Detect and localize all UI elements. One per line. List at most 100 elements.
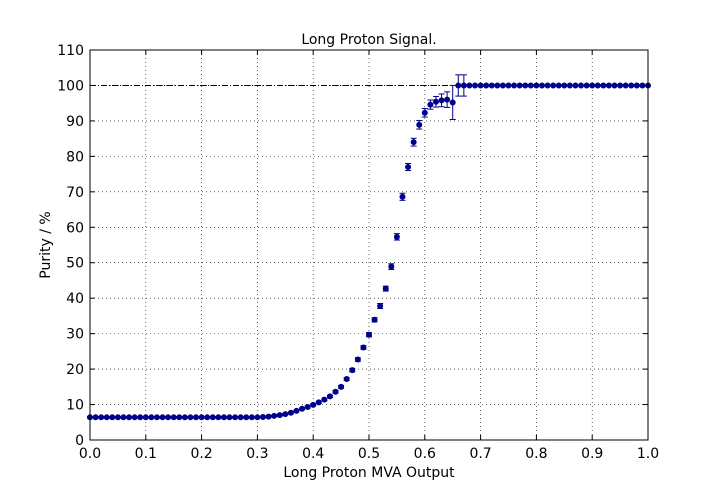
data-point (393, 233, 400, 240)
y-tick-label: 30 (66, 327, 84, 343)
data-point (516, 82, 523, 89)
y-axis-ticks: 0 10 20 30 40 50 60 70 80 90 100 110 (57, 43, 648, 449)
data-point (287, 409, 294, 416)
data-point (561, 82, 568, 89)
data-point (276, 412, 283, 419)
data-point (538, 82, 545, 89)
data-point (405, 163, 412, 170)
data-point (388, 263, 395, 270)
chart-title: Long Proton Signal. (301, 32, 436, 48)
data-point (544, 82, 551, 89)
data-point (265, 413, 272, 420)
data-point (282, 411, 289, 418)
x-axis-ticks: 0.0 0.1 0.2 0.3 0.4 0.5 0.6 0.7 0.8 0.9 1.0 (79, 50, 659, 462)
data-point (605, 82, 612, 89)
data-point (533, 82, 540, 89)
data-point (204, 414, 211, 421)
data-point (103, 414, 110, 421)
y-tick-label: 40 (66, 291, 84, 307)
data-point (354, 356, 361, 363)
y-tick-label: 50 (66, 256, 84, 272)
x-tick-label: 0.8 (525, 446, 547, 462)
data-point (176, 414, 183, 421)
data-point (365, 331, 372, 338)
x-tick-label: 0.7 (469, 446, 491, 462)
data-point (349, 367, 356, 374)
data-point (148, 414, 155, 421)
data-point (488, 82, 495, 89)
data-point (427, 101, 434, 108)
x-tick-label: 0.9 (581, 446, 603, 462)
data-point (633, 82, 640, 89)
data-point (455, 82, 462, 89)
data-point (243, 414, 250, 421)
y-tick-label: 90 (66, 114, 84, 130)
data-point (466, 82, 473, 89)
x-tick-label: 0.1 (135, 446, 157, 462)
data-point (304, 404, 311, 411)
data-point (555, 82, 562, 89)
data-point (505, 82, 512, 89)
data-point (483, 82, 490, 89)
y-tick-label: 80 (66, 149, 84, 165)
data-point (248, 414, 255, 421)
data-point (399, 193, 406, 200)
data-point (126, 414, 133, 421)
x-tick-label: 0.3 (246, 446, 268, 462)
data-point (114, 414, 121, 421)
data-point (142, 414, 149, 421)
data-point (232, 414, 239, 421)
data-point (187, 414, 194, 421)
data-point (209, 414, 216, 421)
data-point (299, 405, 306, 412)
data-point (259, 413, 266, 420)
data-point (92, 414, 99, 421)
data-point (611, 82, 618, 89)
data-point (131, 414, 138, 421)
data-point (583, 82, 590, 89)
data-point (628, 82, 635, 89)
data-point (271, 412, 278, 419)
y-tick-label: 100 (57, 78, 84, 94)
data-point (137, 414, 144, 421)
data-point (254, 414, 261, 421)
y-axis-label: Purity / % (38, 211, 54, 278)
data-point (371, 316, 378, 323)
data-point (237, 414, 244, 421)
data-point (416, 121, 423, 128)
data-point (594, 82, 601, 89)
data-point (293, 407, 300, 414)
data-point (444, 96, 451, 103)
y-tick-label: 10 (66, 398, 84, 414)
data-point (120, 414, 127, 421)
data-point (360, 344, 367, 351)
data-point (193, 414, 200, 421)
grid (89, 49, 649, 441)
data-point (522, 82, 529, 89)
data-point (438, 97, 445, 104)
data-point (181, 414, 188, 421)
data-point (511, 82, 518, 89)
data-point (98, 414, 105, 421)
data-point (410, 139, 417, 146)
data-point (377, 302, 384, 309)
data-point (332, 388, 339, 395)
data-point (159, 414, 166, 421)
x-tick-label: 0.6 (414, 446, 436, 462)
data-point (226, 414, 233, 421)
x-tick-label: 0.5 (358, 446, 380, 462)
data-point (109, 414, 116, 421)
data-point (578, 82, 585, 89)
data-point (215, 414, 222, 421)
data-point (165, 414, 172, 421)
x-tick-label: 1.0 (637, 446, 659, 462)
data-point (617, 82, 624, 89)
data-point (421, 109, 428, 116)
data-point (326, 393, 333, 400)
data-point (170, 414, 177, 421)
data-point (499, 82, 506, 89)
data-point (343, 376, 350, 383)
y-tick-label: 70 (66, 185, 84, 201)
y-tick-label: 20 (66, 362, 84, 378)
